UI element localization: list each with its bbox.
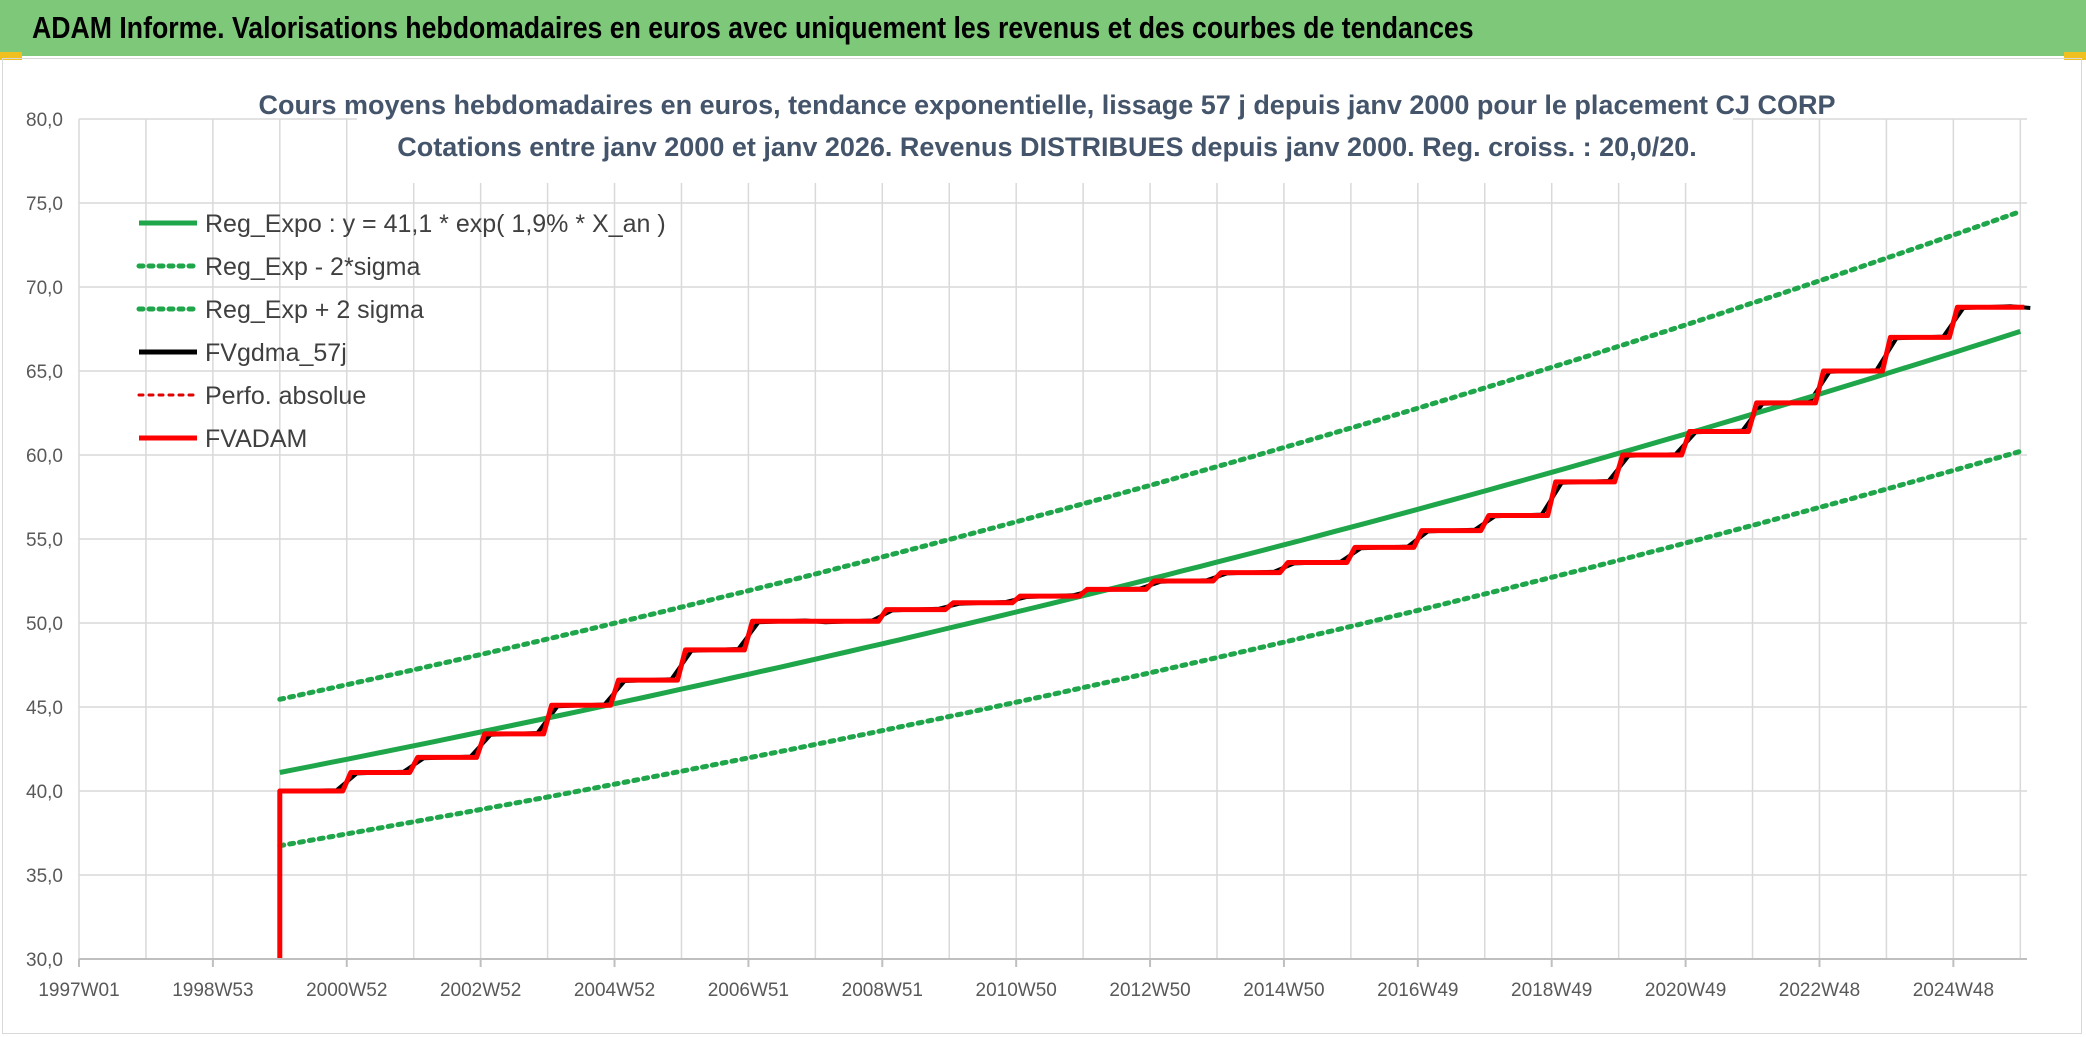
x-tick-label: 2014W50	[1243, 980, 1324, 1001]
y-tick-label: 80,0	[26, 110, 63, 131]
x-tick-label: 2024W48	[1913, 980, 1994, 1001]
x-tick-label: 2002W52	[440, 980, 521, 1001]
x-tick-label: 2012W50	[1109, 980, 1190, 1001]
series-line-2	[277, 209, 2023, 702]
y-tick-label: 40,0	[26, 782, 63, 803]
x-tick-label: 2006W51	[708, 980, 789, 1001]
chart-frame: 30,0 35,0 40,0 45,0 50,0 55,0 60,0 65,0 70,0 75,0…	[2, 58, 2082, 1034]
legend-label: Reg_Expo : y = 41,1 * exp( 1,9% * X_an )	[205, 210, 666, 238]
x-tick-label: 2010W50	[976, 980, 1057, 1001]
legend-label: FVADAM	[205, 425, 307, 453]
y-tick-label: 55,0	[26, 530, 63, 551]
axes: 30,0 35,0 40,0 45,0 50,0 55,0 60,0 65,0 70,0 75,0…	[26, 110, 2027, 1001]
y-tick-label: 75,0	[26, 194, 63, 215]
legend: Reg_Expo : y = 41,1 * exp( 1,9% * X_an )…	[136, 210, 666, 453]
x-tick-label: 2018W49	[1511, 980, 1592, 1001]
series-layer	[277, 209, 2031, 959]
x-tick-label: 2022W48	[1779, 980, 1860, 1001]
legend-label: Perfo. absolue	[205, 382, 366, 410]
legend-label: Reg_Exp + 2 sigma	[205, 296, 424, 324]
x-tick-label: 1998W53	[172, 980, 253, 1001]
y-tick-label: 45,0	[26, 698, 63, 719]
title-background	[357, 87, 1733, 183]
grid	[78, 118, 2027, 960]
y-tick-label: 70,0	[26, 278, 63, 299]
y-tick-label: 35,0	[26, 866, 63, 887]
header-band	[0, 0, 2086, 56]
x-tick-label: 2016W49	[1377, 980, 1458, 1001]
corner-accent-right	[2064, 52, 2086, 60]
y-tick-label: 65,0	[26, 362, 63, 383]
series-line-5	[277, 304, 2025, 959]
y-tick-label: 60,0	[26, 446, 63, 467]
y-tick-label: 50,0	[26, 614, 63, 635]
corner-accent-left	[0, 52, 22, 60]
x-tick-label: 2004W52	[574, 980, 655, 1001]
y-tick-label: 30,0	[26, 950, 63, 971]
x-tick-label: 1997W01	[38, 980, 119, 1001]
chart-subtitle: Cotations entre janv 2000 et janv 2026. …	[397, 132, 1697, 162]
x-tick-label: 2020W49	[1645, 980, 1726, 1001]
x-tick-label: 2008W51	[842, 980, 923, 1001]
chart: 30,0 35,0 40,0 45,0 50,0 55,0 60,0 65,0 70,0 75,0…	[26, 87, 2031, 1001]
series-line-0	[279, 329, 2022, 775]
chart-title: Cours moyens hebdomadaires en euros, ten…	[258, 90, 1835, 120]
legend-label: Reg_Exp - 2*sigma	[205, 253, 420, 281]
page-title: ADAM Informe. Valorisations hebdomadaire…	[32, 10, 1474, 45]
x-tick-label: 2000W52	[306, 980, 387, 1001]
legend-label: FVgdma_57j	[205, 339, 347, 367]
series-line-1	[277, 448, 2023, 849]
